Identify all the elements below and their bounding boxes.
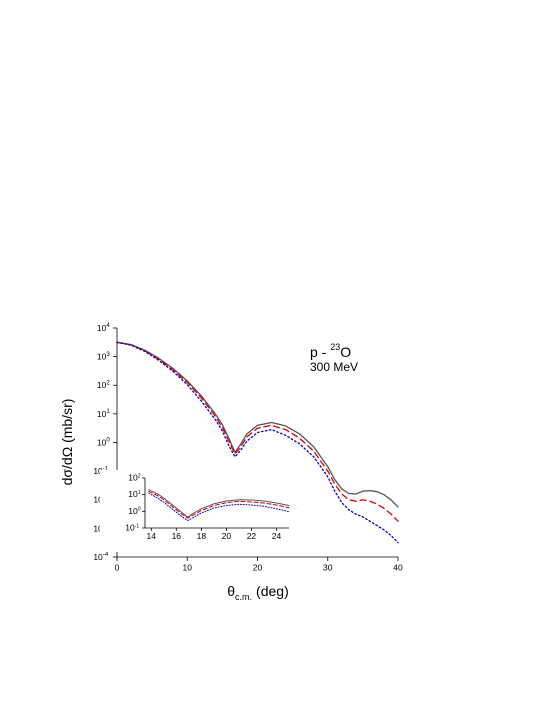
x-tick-label: 40 xyxy=(393,563,403,573)
y-tick-label: 10-4 xyxy=(93,551,109,562)
inset-y-tick-label: 10-1 xyxy=(125,522,139,532)
annotation-reaction: p - 23O xyxy=(310,342,351,360)
series-dotted-line xyxy=(116,341,399,544)
y-tick-base: 10 xyxy=(97,352,107,362)
y-tick-base: 10 xyxy=(93,466,103,476)
y-tick-label: 100 xyxy=(97,437,110,448)
inset-y-tick-exponent: 0 xyxy=(138,507,141,513)
y-tick-exponent: -1 xyxy=(103,465,109,472)
y-tick-label: 102 xyxy=(97,379,110,390)
inset-x-tick-label: 16 xyxy=(172,531,182,541)
x-axis-title: θc.m. (deg) xyxy=(227,583,288,602)
inset-y-tick-exponent: 1 xyxy=(138,490,141,496)
inset-y-tick-exponent: 2 xyxy=(138,473,141,479)
inset-x-tick-label: 24 xyxy=(272,531,282,541)
y-axis-title: dσ/dΩ (mb/sr) xyxy=(59,399,75,486)
inset-x-tick-label: 20 xyxy=(222,531,232,541)
y-tick-base: 10 xyxy=(97,437,107,447)
inset-y-tick-exponent: -1 xyxy=(135,523,140,529)
inset-series-dotted-line xyxy=(148,492,290,521)
annotation-prefix: p - xyxy=(310,344,330,360)
series-solid-line xyxy=(116,341,399,508)
y-tick-base: 10 xyxy=(93,495,103,505)
x-axis-title-symbol: θ xyxy=(227,583,235,599)
y-tick-exponent: 1 xyxy=(106,408,110,415)
inset-y-tick-base: 10 xyxy=(125,522,135,532)
y-tick-base: 10 xyxy=(97,409,107,419)
y-tick-exponent: 4 xyxy=(106,322,110,329)
inset-y-tick-base: 10 xyxy=(128,472,138,482)
inset-series-solid-line xyxy=(148,489,290,518)
x-axis-title-subscript: c.m. xyxy=(235,592,252,602)
y-tick-exponent: 0 xyxy=(106,437,110,444)
series-dashed-line xyxy=(116,341,399,522)
inset-series-dashed-line xyxy=(148,490,290,519)
inset-y-tick-label: 102 xyxy=(128,472,140,482)
y-tick-label: 101 xyxy=(97,408,110,419)
x-tick-label: 0 xyxy=(115,563,120,573)
inset-x-tick-label: 18 xyxy=(197,531,207,541)
annotation-element: O xyxy=(340,344,351,360)
y-tick-exponent: 3 xyxy=(106,351,110,358)
x-axis-title-unit: (deg) xyxy=(256,583,289,599)
y-tick-label: 103 xyxy=(97,351,110,362)
inset-series xyxy=(148,489,290,521)
x-tick-label: 20 xyxy=(253,563,263,573)
inset-y-tick-base: 10 xyxy=(128,489,138,499)
y-tick-base: 10 xyxy=(93,552,103,562)
y-tick-exponent: -4 xyxy=(103,551,109,558)
y-tick-exponent: 2 xyxy=(106,379,110,386)
inset-y-tick-label: 100 xyxy=(128,506,140,516)
inset-y-tick-label: 101 xyxy=(128,489,140,499)
y-tick-label: 104 xyxy=(97,322,110,333)
x-tick-label: 30 xyxy=(323,563,333,573)
annotation-energy: 300 MeV xyxy=(310,360,358,374)
y-tick-label: 10-1 xyxy=(93,465,109,476)
annotation-mass-number: 23 xyxy=(330,342,340,352)
main-series xyxy=(116,341,399,544)
inset-y-tick-base: 10 xyxy=(128,506,138,516)
y-tick-base: 10 xyxy=(97,323,107,333)
inset-x-tick-label: 22 xyxy=(247,531,257,541)
y-tick-base: 10 xyxy=(93,523,103,533)
y-tick-base: 10 xyxy=(97,380,107,390)
inset-x-tick-label: 14 xyxy=(147,531,157,541)
x-tick-label: 10 xyxy=(183,563,193,573)
